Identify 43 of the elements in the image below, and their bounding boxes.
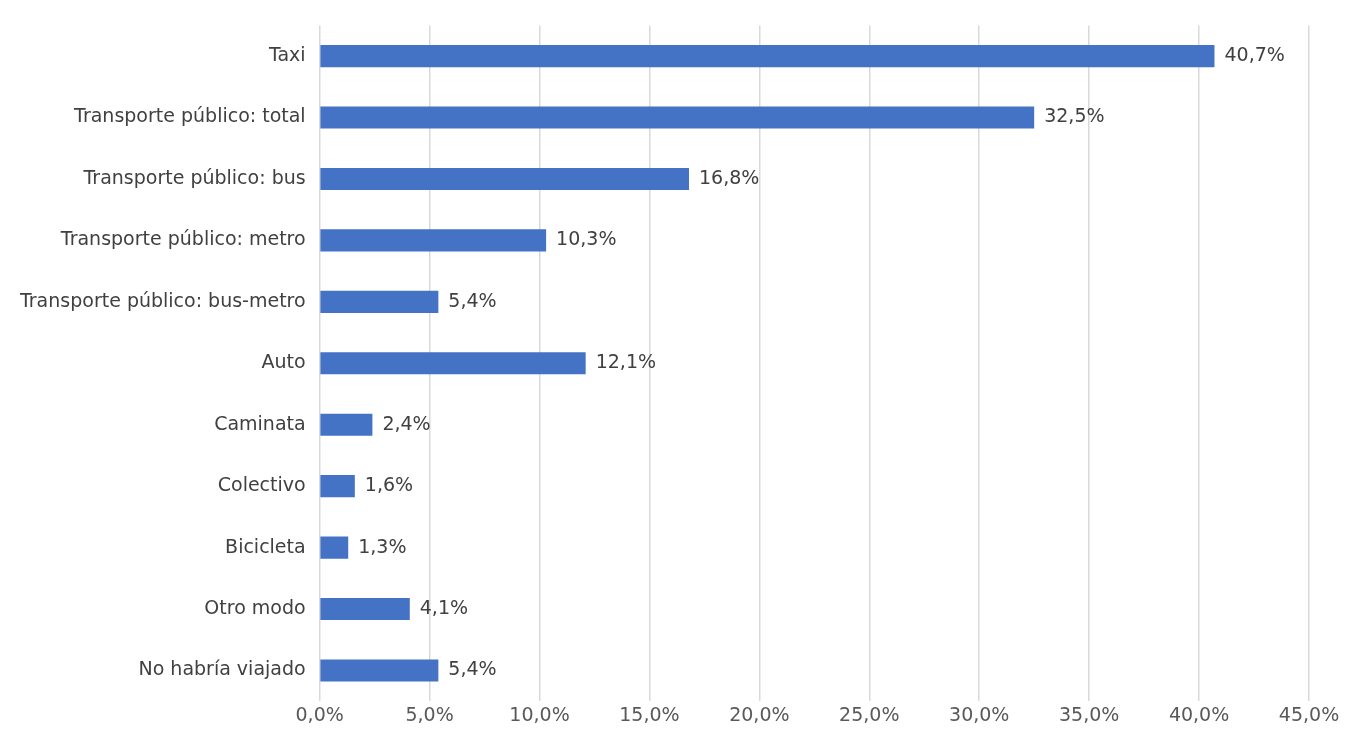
y-tick-label: Transporte público: bus (82, 165, 306, 188)
data-label: 1,3% (358, 534, 407, 557)
y-tick-label: Otro modo (204, 595, 306, 618)
y-tick-label: Taxi (268, 43, 306, 66)
x-tick-label: 0,0% (295, 702, 344, 725)
bar (320, 167, 689, 191)
x-tick-label: 30,0% (949, 702, 1010, 725)
y-tick-label: Auto (261, 350, 306, 373)
bar (320, 536, 349, 559)
x-tick-label: 35,0% (1058, 702, 1120, 725)
x-tick-label: 20,0% (729, 702, 790, 725)
y-tick-label: Transporte público: bus-metro (19, 288, 306, 311)
data-label: 4,1% (419, 595, 469, 618)
bar (320, 290, 439, 313)
bar (320, 106, 1035, 129)
data-label: 12,1% (595, 350, 657, 373)
x-tick-label: 45,0% (1278, 702, 1340, 725)
data-label: 32,5% (1044, 104, 1105, 127)
y-tick-label: Transporte público: total (73, 104, 306, 127)
bar (320, 597, 410, 621)
data-label: 10,3% (556, 227, 617, 250)
bar (320, 659, 439, 682)
bar (320, 413, 373, 436)
y-tick-label: No habría viajado (138, 657, 306, 680)
x-tick-label: 15,0% (619, 702, 680, 725)
y-tick-label: Colectivo (217, 473, 306, 496)
bar (320, 45, 1215, 68)
bar (320, 229, 547, 252)
data-label: 5,4% (448, 657, 497, 680)
bar (320, 475, 355, 498)
y-tick-label: Transporte público: metro (59, 227, 306, 250)
x-tick-label: 5,0% (405, 702, 454, 725)
data-label: 40,7% (1224, 43, 1285, 66)
x-tick-label: 10,0% (509, 702, 570, 725)
data-label: 16,8% (699, 165, 760, 188)
data-label: 5,4% (448, 288, 497, 311)
x-tick-label: 40,0% (1168, 702, 1230, 725)
data-label: 2,4% (382, 411, 431, 434)
bar (320, 352, 586, 375)
y-tick-label: Bicicleta (225, 534, 306, 557)
y-tick-label: Caminata (214, 411, 306, 434)
x-tick-label: 25,0% (839, 702, 900, 725)
data-label: 1,6% (364, 473, 414, 496)
